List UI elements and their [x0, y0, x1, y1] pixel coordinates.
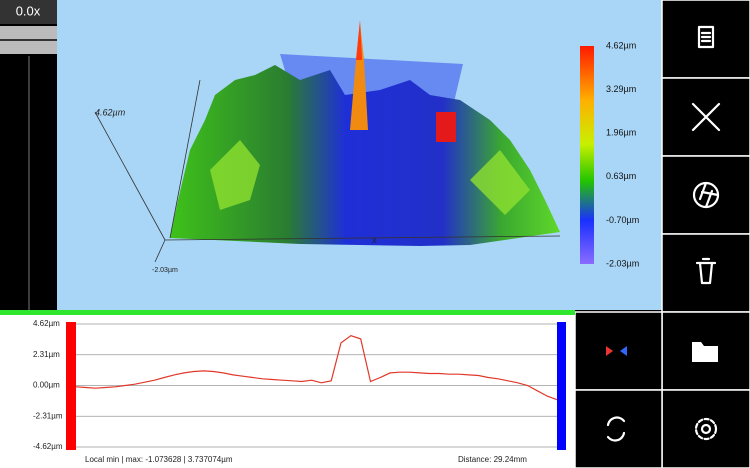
- zoom-box[interactable]: [0, 0, 57, 24]
- profile-stats: Local min | max: -1.073628 | 3.737074µm: [85, 455, 233, 464]
- y-tick-label: 2.31µm: [33, 350, 60, 359]
- delete-button[interactable]: [661, 233, 750, 313]
- zoom-label: 0.0x: [16, 3, 41, 18]
- folder-icon: [692, 342, 718, 362]
- right-cursor[interactable]: [557, 322, 566, 450]
- capture-button[interactable]: [661, 155, 750, 235]
- divider: [0, 310, 575, 315]
- surface-peaks: [210, 140, 530, 215]
- refresh-button[interactable]: [574, 389, 663, 468]
- profile-chart: 4.62µm 2.31µm 0.00µm -2.31µm -4.62µm: [33, 319, 558, 451]
- tools-icon: [691, 102, 721, 132]
- settings-button[interactable]: [661, 389, 750, 468]
- right-buttons: [574, 0, 750, 468]
- color-bar-label: 1.96µm: [606, 128, 636, 138]
- y-tick-label: -4.62µm: [33, 442, 63, 451]
- measure-button[interactable]: [574, 311, 663, 391]
- report-button[interactable]: [661, 0, 750, 79]
- aperture: [698, 181, 720, 209]
- refresh-icon: [606, 416, 626, 442]
- y-tick-label: -2.31µm: [33, 411, 63, 420]
- surface-spike: [350, 22, 368, 130]
- left-cursor[interactable]: [66, 322, 76, 450]
- spike-tip: [356, 20, 362, 60]
- color-bar-label: 4.62µm: [606, 40, 636, 50]
- surface-hotspot: [436, 112, 456, 142]
- measure-left: [606, 346, 613, 356]
- report-icon: [697, 25, 715, 49]
- color-bar-label: -2.03µm: [606, 258, 639, 268]
- color-bar: [580, 46, 594, 264]
- color-bar-label: -0.70µm: [606, 215, 639, 225]
- color-bar-labels: 4.62µm 3.29µm 1.96µm 0.63µm -0.70µm -2.03µm: [606, 40, 639, 268]
- measure-right: [620, 346, 627, 356]
- y-tick-label: 4.62µm: [33, 319, 60, 328]
- profile-distance: Distance: 29.24mm: [458, 455, 527, 464]
- profile-panel: [0, 315, 575, 468]
- trash-icon: [695, 257, 717, 285]
- surface: [170, 65, 560, 246]
- color-bar-label: 0.63µm: [606, 171, 636, 181]
- color-bar-label: 3.29µm: [606, 84, 636, 94]
- gear-icon: [694, 417, 718, 441]
- axes-3d: [94, 79, 561, 263]
- z-bottom-label: -2.03µm: [152, 267, 178, 274]
- y-tick-label: 0.00µm: [33, 381, 60, 390]
- z-top-label: 4.62µm: [95, 107, 126, 117]
- report-lines: [700, 31, 712, 43]
- profile-line: [75, 335, 558, 401]
- gear-hub: [700, 423, 712, 435]
- x-axis-label: X: [372, 238, 377, 245]
